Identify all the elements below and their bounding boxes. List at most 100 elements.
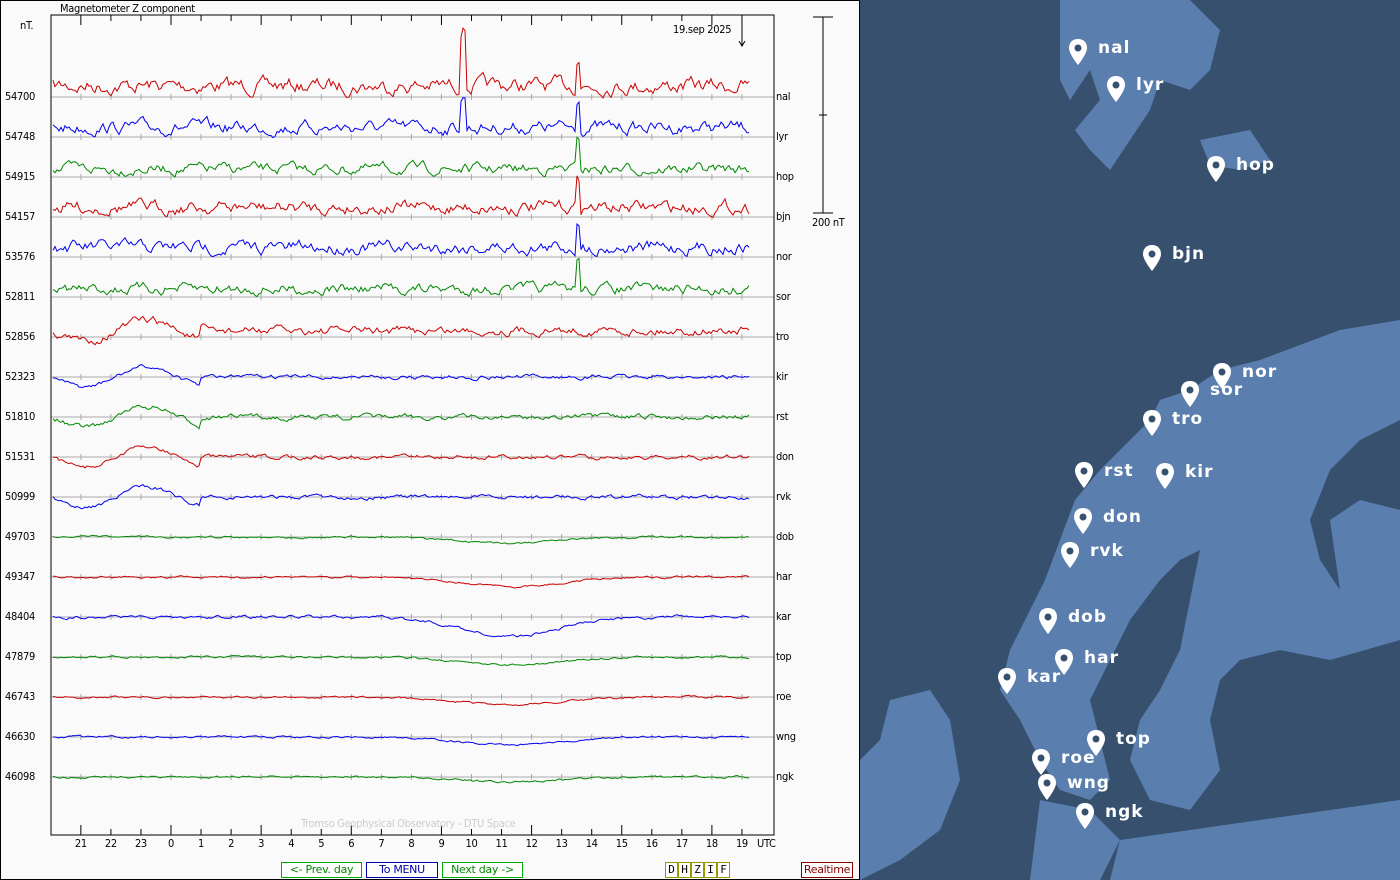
station-label-nal: nal: [776, 90, 791, 103]
map-pin-icon: [1075, 462, 1093, 488]
trace-rst: [52, 404, 750, 430]
station-marker-label: tro: [1172, 409, 1204, 429]
trace-rvk: [52, 483, 750, 510]
x-tick-label: 10: [465, 837, 478, 850]
station-marker-label: wng: [1067, 773, 1110, 793]
x-tick-label: 13: [555, 837, 568, 850]
station-marker-dob[interactable]: dob: [1038, 607, 1106, 643]
station-marker-lyr[interactable]: lyr: [1106, 75, 1163, 111]
x-tick-label: 16: [645, 837, 658, 850]
map-pin-icon: [1213, 363, 1231, 389]
baseline-value-rvk: 50999: [5, 490, 35, 503]
map-pin-icon: [998, 668, 1016, 694]
station-marker-nal[interactable]: nal: [1068, 38, 1129, 74]
x-tick-label: 19: [735, 837, 748, 850]
next-day-button[interactable]: Next day ->: [442, 862, 523, 878]
x-tick-label: 2: [228, 837, 235, 850]
station-label-kir: kir: [776, 370, 788, 383]
station-marker-rvk[interactable]: rvk: [1060, 541, 1123, 577]
station-label-ngk: ngk: [776, 770, 794, 783]
x-unit-label: UTC: [757, 837, 776, 850]
station-marker-sor[interactable]: sor: [1180, 380, 1242, 416]
trace-roe: [52, 694, 750, 707]
map-pin-icon: [1087, 730, 1105, 756]
trace-kir: [52, 364, 750, 388]
station-label-kar: kar: [776, 610, 791, 623]
component-f-button[interactable]: F: [717, 862, 730, 878]
station-label-bjn: bjn: [776, 210, 791, 223]
station-marker-wng[interactable]: wng: [1037, 773, 1109, 809]
x-tick-label: 15: [615, 837, 628, 850]
menu-button[interactable]: To MENU: [366, 862, 438, 878]
station-marker-kir[interactable]: kir: [1155, 462, 1213, 498]
map-pin-icon: [1207, 156, 1225, 182]
station-label-har: har: [776, 570, 792, 583]
chart-title: Magnetometer Z component: [60, 2, 195, 15]
x-tick-label: 21: [74, 837, 87, 850]
baseline-value-tro: 52856: [5, 330, 35, 343]
baseline-value-sor: 52811: [5, 290, 35, 303]
station-marker-nor[interactable]: nor: [1212, 362, 1276, 398]
component-z-button[interactable]: Z: [691, 862, 704, 878]
station-marker-label: ngk: [1105, 802, 1144, 822]
station-marker-bjn[interactable]: bjn: [1142, 244, 1204, 280]
baseline-value-nal: 54700: [5, 90, 35, 103]
x-tick-label: 9: [438, 837, 445, 850]
trace-har: [53, 575, 750, 589]
trace-tro: [52, 315, 750, 346]
station-marker-label: bjn: [1172, 244, 1206, 264]
station-marker-top[interactable]: top: [1086, 729, 1150, 765]
x-tick-label: 8: [408, 837, 415, 850]
station-label-wng: wng: [776, 730, 796, 743]
map-pin-icon: [1074, 508, 1092, 534]
x-tick-label: 4: [288, 837, 295, 850]
prev-day-button[interactable]: <- Prev. day: [281, 862, 362, 878]
x-tick-label: 18: [705, 837, 718, 850]
map-pin-icon: [1061, 542, 1079, 568]
station-marker-kar[interactable]: kar: [997, 667, 1060, 703]
station-marker-tro[interactable]: tro: [1142, 409, 1202, 445]
station-map: nal lyr hop bjn nor sor tro rst kir don rvk dob har k…: [860, 0, 1400, 880]
map-land: [860, 0, 1400, 880]
station-marker-roe[interactable]: roe: [1031, 748, 1095, 784]
unit-label: nT.: [20, 19, 34, 32]
baseline-value-nor: 53576: [5, 250, 35, 263]
trace-lyr: [52, 97, 749, 139]
map-pin-icon: [1143, 245, 1161, 271]
baseline-value-ngk: 46098: [5, 770, 35, 783]
map-pin-icon: [1032, 749, 1050, 775]
station-marker-label: rst: [1104, 461, 1134, 481]
trace-hop: [52, 135, 750, 178]
station-marker-hop[interactable]: hop: [1206, 155, 1274, 191]
x-tick-label: 17: [675, 837, 688, 850]
station-marker-rst[interactable]: rst: [1074, 461, 1133, 497]
map-pin-icon: [1143, 410, 1161, 436]
station-marker-label: hop: [1236, 155, 1275, 175]
station-marker-label: rvk: [1090, 541, 1124, 561]
station-marker-label: kar: [1027, 667, 1062, 687]
station-label-nor: nor: [776, 250, 792, 263]
x-tick-label: 23: [134, 837, 147, 850]
station-label-sor: sor: [776, 290, 791, 303]
component-h-button[interactable]: H: [678, 862, 691, 878]
station-label-rst: rst: [776, 410, 789, 423]
station-marker-don[interactable]: don: [1073, 507, 1141, 543]
plot-frame: [50, 14, 775, 836]
component-d-button[interactable]: D: [665, 862, 678, 878]
baseline-value-rst: 51810: [5, 410, 35, 423]
station-marker-har[interactable]: har: [1054, 648, 1118, 684]
x-tick-label: 14: [585, 837, 598, 850]
baseline-value-kar: 48404: [5, 610, 35, 623]
realtime-button[interactable]: Realtime: [801, 862, 853, 878]
station-label-lyr: lyr: [776, 130, 788, 143]
magnetometer-panel: Magnetometer Z component nT. 19.sep 2025…: [0, 0, 860, 880]
trace-bjn: [52, 175, 750, 219]
trace-dob: [52, 534, 750, 545]
x-tick-label: 5: [318, 837, 325, 850]
magnetometer-plot: [50, 14, 833, 836]
station-marker-ngk[interactable]: ngk: [1075, 802, 1143, 838]
baseline-value-hop: 54915: [5, 170, 35, 183]
trace-kar: [52, 614, 750, 638]
station-label-don: don: [776, 450, 794, 463]
component-i-button[interactable]: I: [704, 862, 717, 878]
